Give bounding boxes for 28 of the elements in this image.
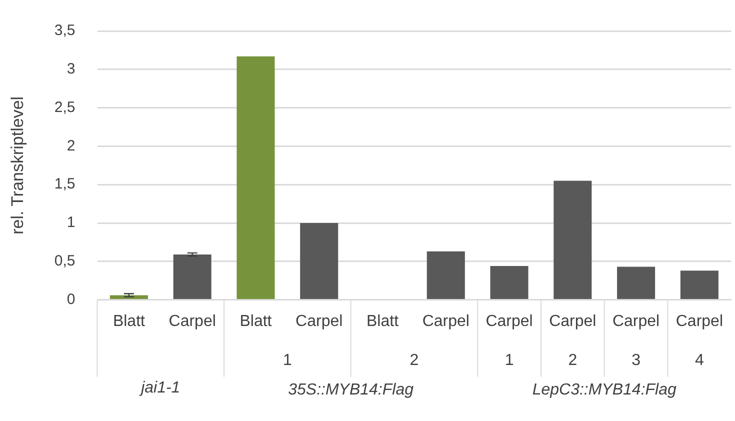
x-tick-label: Carpel (486, 312, 533, 330)
x-tick-label: Blatt (366, 312, 400, 330)
y-tick-label: 1 (66, 214, 76, 232)
y-tick-label: 3,5 (54, 22, 76, 40)
x-tick-label: Carpel (422, 312, 470, 330)
x-tick-label: Carpel (168, 312, 216, 330)
x-tick-label: Carpel (549, 312, 596, 330)
x-tick-label: Blatt (112, 312, 146, 330)
text: 1 (282, 352, 292, 370)
text: 3 (632, 352, 641, 370)
text: 2 (568, 352, 578, 370)
x-tick-label: Carpel (676, 312, 724, 330)
y-axis-title: rel. Transkriptlevel (8, 96, 27, 234)
y-tick-label: 2,5 (54, 98, 76, 116)
text: 2 (410, 352, 419, 370)
y-tick-label: 2 (66, 137, 76, 154)
y-tick-label: 0 (66, 290, 76, 308)
text: 1 (504, 352, 514, 370)
x-tick-label: Carpel (296, 312, 343, 330)
y-tick-label: 1,5 (54, 176, 76, 193)
text: 4 (694, 352, 704, 370)
x-tick-label: Blatt (240, 312, 272, 330)
text: LepC3::MYB14:Flag (532, 381, 676, 398)
text: jai1-1 (139, 379, 180, 396)
text: 35S::MYB14:Flag (288, 381, 414, 398)
x-tick-label: Carpel (612, 312, 660, 330)
y-tick-label: 0,5 (54, 252, 76, 270)
y-tick-label: 3 (66, 60, 76, 78)
